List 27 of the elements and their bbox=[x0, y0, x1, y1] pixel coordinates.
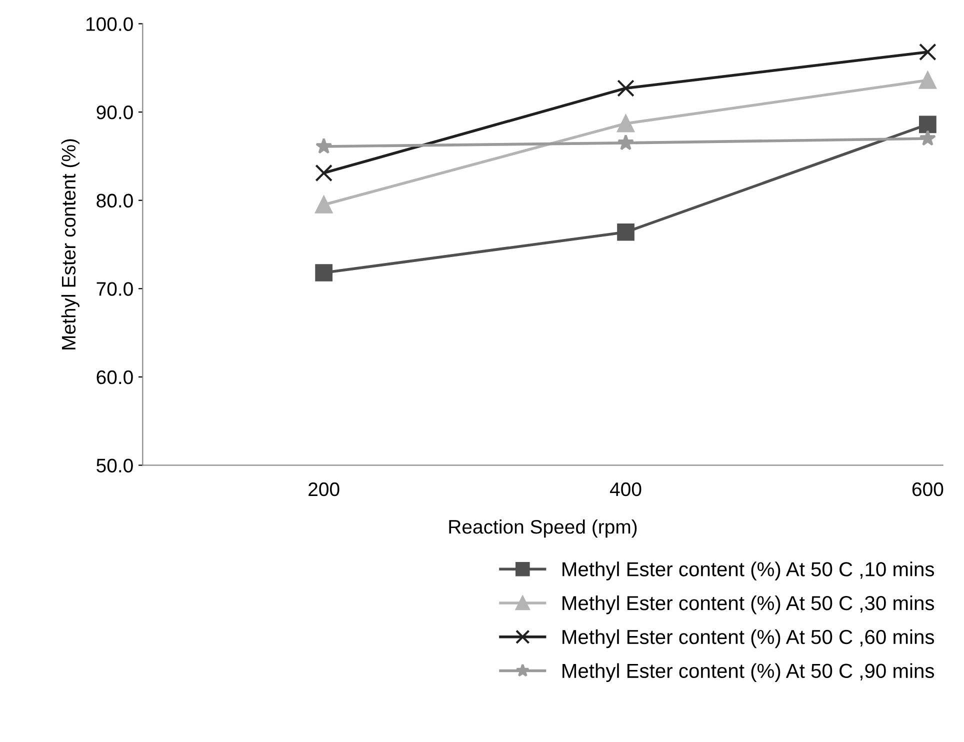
point bbox=[315, 196, 333, 214]
point bbox=[617, 134, 634, 150]
point bbox=[919, 72, 936, 89]
legend-label: Methyl Ester content (%) At 50 C ,30 mins bbox=[562, 595, 934, 614]
legend-label: Methyl Ester content (%) At 50 C ,60 mins bbox=[562, 629, 934, 648]
point bbox=[617, 80, 634, 97]
point bbox=[617, 114, 634, 132]
x-tick-label: 400 bbox=[610, 482, 642, 496]
y-tick-label: 90.0 bbox=[96, 106, 133, 120]
point bbox=[315, 164, 333, 182]
legend-label: Methyl Ester content (%) At 50 C ,90 mins bbox=[562, 663, 934, 682]
y-tick-label: 50.0 bbox=[96, 458, 133, 472]
point bbox=[919, 130, 936, 146]
x-tick-label: 600 bbox=[912, 482, 944, 496]
point bbox=[316, 138, 332, 154]
y-tick-label: 100.0 bbox=[86, 17, 133, 31]
point bbox=[315, 264, 333, 282]
point bbox=[919, 43, 936, 61]
y-axis-title: Methyl Ester content (%) bbox=[61, 139, 80, 350]
point bbox=[617, 223, 634, 241]
x-tick-label: 200 bbox=[308, 482, 340, 496]
legend-label: Methyl Ester content (%) At 50 C ,10 mins bbox=[562, 562, 934, 580]
y-tick-label: 70.0 bbox=[96, 282, 133, 296]
y-tick-label: 60.0 bbox=[96, 370, 133, 384]
y-tick-label: 80.0 bbox=[96, 194, 133, 208]
point bbox=[919, 116, 936, 134]
x-axis-title: Reaction Speed (rpm) bbox=[449, 519, 637, 538]
